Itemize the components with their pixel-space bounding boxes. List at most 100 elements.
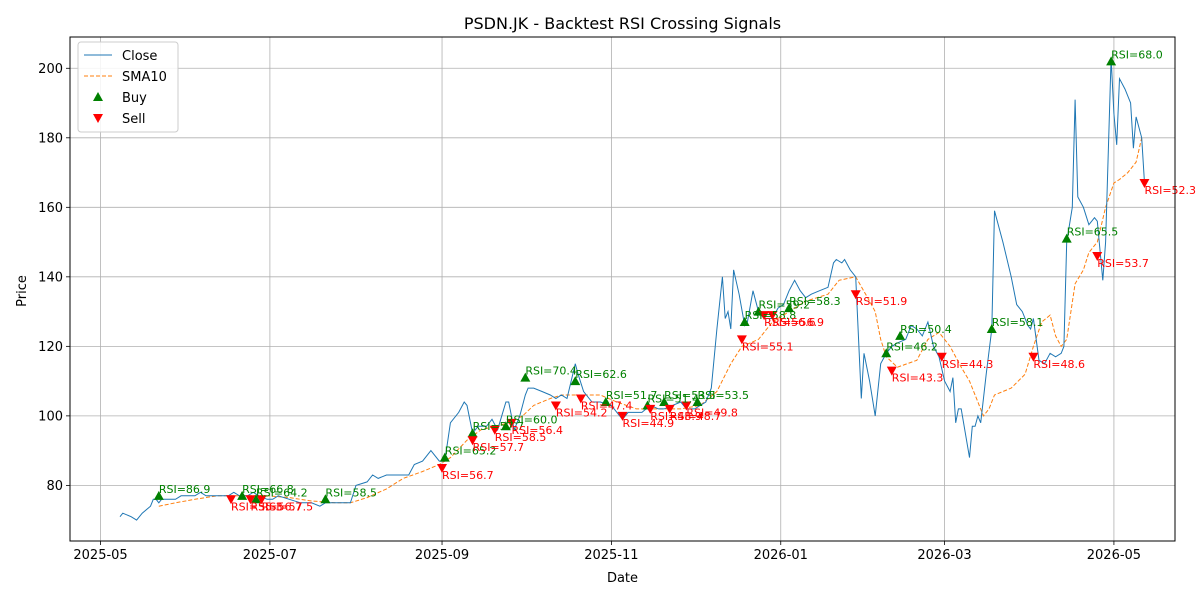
buy-marker [570, 376, 581, 386]
sell-signal-label: RSI=48.6 [1033, 358, 1085, 371]
buy-signal-label: RSI=51.4 [647, 392, 699, 405]
buy-marker [659, 396, 670, 406]
legend: Close SMA10 Buy Sell [77, 41, 179, 133]
x-axis-title: Date [607, 571, 638, 586]
chart-title: PSDN.JK - Backtest RSI Crossing Signals [464, 14, 781, 33]
y-tick-label: 100 [38, 409, 63, 424]
x-tick-label: 2026-03 [917, 548, 971, 563]
buy-signal-label: RSI=65.2 [445, 445, 497, 458]
sell-marker [1028, 352, 1039, 362]
sell-signal-label: RSI=57.7 [473, 441, 525, 454]
buy-signal-label: RSI=62.6 [575, 368, 627, 381]
buy-signal-label: RSI=68.0 [1111, 48, 1163, 61]
sell-marker [506, 418, 517, 428]
x-tick-label: 2025-09 [415, 548, 469, 563]
y-axis-title: Price [15, 275, 30, 307]
buy-signal-label: RSI=46.2 [886, 340, 938, 353]
sell-signal-label: RSI=49.8 [686, 406, 738, 419]
sell-marker [850, 290, 861, 300]
grid [70, 37, 1175, 541]
buy-marker [520, 372, 531, 382]
sell-signal-label: RSI=56.6 [764, 316, 816, 329]
sma10-line [158, 137, 1143, 507]
plot-frame [69, 36, 1176, 542]
sell-marker [550, 401, 561, 411]
buy-marker [467, 428, 478, 438]
buy-marker [986, 323, 997, 333]
buy-signal-label: RSI=59.2 [759, 299, 811, 312]
price-series [119, 57, 1145, 521]
sell-signal-label: RSI=43.3 [892, 372, 944, 385]
legend-label: SMA10 [122, 70, 167, 85]
sell-marker [575, 394, 586, 404]
buy-marker [439, 452, 450, 462]
sell-marker [437, 464, 448, 474]
x-tick-label: 2026-01 [754, 548, 808, 563]
sell-marker [256, 495, 267, 505]
buy-marker [895, 330, 906, 340]
sell-signal-label: RSI=56.9 [772, 316, 824, 329]
legend-buy-swatch [93, 92, 103, 101]
close-price-line [119, 57, 1145, 521]
sell-signal-label: RSI=54.2 [556, 406, 608, 419]
buy-signal-label: RSI=86.9 [159, 483, 211, 496]
sell-marker [886, 366, 897, 376]
sell-marker [489, 425, 500, 435]
sell-signal-label: RSI=53.7 [1097, 257, 1149, 270]
signal-markers [153, 56, 1150, 505]
sell-marker [664, 404, 675, 414]
legend-label: Buy [122, 91, 147, 106]
y-tick-label: 140 [38, 270, 63, 285]
x-tick-label: 2025-05 [73, 548, 127, 563]
sell-signal-label: RSI=48.7 [670, 410, 722, 423]
buy-signal-label: RSI=60.0 [506, 413, 558, 426]
sell-marker [1092, 251, 1103, 261]
y-tick-label: 160 [38, 201, 63, 216]
buy-signal-label: RSI=70.4 [525, 365, 577, 378]
y-tick-label: 180 [38, 131, 63, 146]
buy-signal-label: RSI=65.5 [1067, 226, 1119, 239]
buy-marker [1061, 233, 1072, 243]
sell-signal-label: RSI=56.4 [511, 424, 563, 437]
buy-marker [237, 490, 248, 500]
sell-signal-label: RSI=55.3 [231, 500, 283, 513]
buy-signal-label: RSI=58.5 [325, 486, 377, 499]
legend-label: Close [122, 49, 157, 64]
sell-marker [936, 352, 947, 362]
buy-marker [153, 490, 164, 500]
buy-signal-label: RSI=57.7 [473, 420, 525, 433]
sell-signal-label: RSI=44.9 [623, 417, 675, 430]
buy-marker [320, 494, 331, 504]
buy-marker [500, 421, 511, 431]
buy-signal-label: RSI=64.2 [256, 486, 308, 499]
legend-sell-swatch [93, 114, 103, 123]
sell-signal-label: RSI=55.1 [742, 340, 794, 353]
sell-signal-label: RSI=56.7 [250, 500, 302, 513]
y-tick-label: 80 [46, 479, 63, 494]
y-tick-label: 120 [38, 340, 63, 355]
buy-signal-label: RSI=53.5 [664, 389, 716, 402]
buy-signal-label: RSI=53.5 [697, 389, 749, 402]
sell-marker [245, 495, 256, 505]
legend-label: Sell [122, 112, 145, 127]
x-tick-label: 2025-07 [243, 548, 297, 563]
sell-marker [645, 404, 656, 414]
sell-signal-label: RSI=47.4 [581, 399, 633, 412]
sell-signal-label: RSI=51.9 [856, 295, 908, 308]
buy-marker [600, 396, 611, 406]
sell-signal-label: RSI=58.5 [495, 431, 547, 444]
sell-signal-label: RSI=57.5 [262, 500, 314, 513]
buy-marker [1106, 56, 1117, 66]
sell-marker [736, 335, 747, 345]
sell-signal-label: RSI=52.3 [1144, 184, 1196, 197]
sell-marker [759, 311, 770, 321]
buy-marker [784, 303, 795, 313]
axis-ticks: 2025-05 2025-07 2025-09 2025-11 2026-01 2026-… [38, 62, 1141, 563]
sell-marker [1139, 178, 1150, 188]
buy-signal-label: RSI=58.8 [745, 309, 797, 322]
sell-marker [226, 495, 237, 505]
sell-signal-label: RSI=44.3 [942, 358, 994, 371]
buy-marker [739, 317, 750, 327]
